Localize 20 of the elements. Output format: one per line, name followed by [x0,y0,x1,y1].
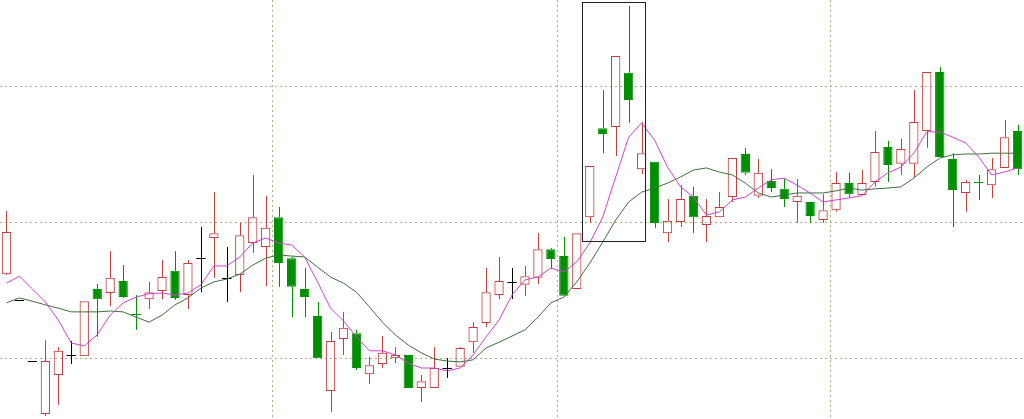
candlestick [623,5,634,124]
candlestick [948,152,958,228]
candlestick [598,89,608,154]
candlestick [195,226,207,293]
candlestick [130,294,142,331]
candlestick [559,236,569,296]
candlestick [403,354,413,389]
candlestick [740,147,750,176]
candlestick [649,161,660,229]
candlestick [506,267,518,300]
candlestick [442,357,453,379]
candlestick [66,340,77,365]
candlestick [935,66,945,157]
candlestick [973,174,984,201]
candlestick [170,250,180,301]
candlestick [351,329,362,371]
candlestick [312,301,323,359]
candlestick [1012,124,1023,176]
candlestick [883,140,893,183]
candlestick [118,264,128,298]
